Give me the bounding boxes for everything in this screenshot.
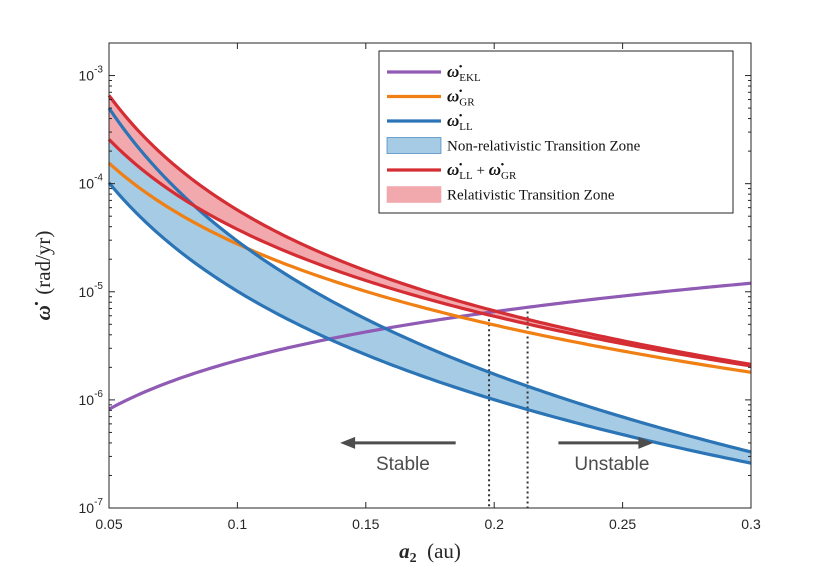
reference-lines	[488, 306, 529, 508]
legend-box	[378, 50, 734, 214]
y-tick-label-2: 10-5	[79, 281, 104, 300]
y-tick-label-1: 10-6	[79, 389, 104, 408]
legend-label-0: ω̇EKL	[447, 62, 481, 84]
y-tick-label-0: 10-7	[79, 497, 104, 516]
series-line-5	[107, 138, 752, 368]
x-axis-label: a2 (au)	[399, 539, 461, 566]
y-tick-label-3: 10-4	[79, 173, 104, 192]
plot-frame	[108, 42, 752, 509]
legend-label-1: ω̇GR	[447, 87, 475, 109]
legend-swatch-3	[386, 137, 442, 154]
x-tick-label-1: 0.1	[228, 516, 248, 532]
bands	[109, 95, 751, 464]
x-tick-label-4: 0.25	[609, 516, 636, 532]
legend-label-4: ω̇LL + ω̇GR	[447, 160, 517, 182]
y-tick-label-4: 10-3	[79, 65, 104, 84]
series-line-4	[107, 94, 752, 366]
series-line-0	[108, 281, 752, 411]
series-line-2	[107, 107, 752, 454]
arrow-head-0	[340, 436, 356, 449]
legend-label-3: Non-relativistic Transition Zone	[447, 139, 641, 155]
series-line-1	[107, 161, 752, 374]
x-tick-label-3: 0.2	[484, 516, 504, 532]
y-axis-ticks: 10-7 10-6 10-5 10-4 10-3	[79, 65, 751, 516]
x-tick-label-2: 0.15	[352, 516, 379, 532]
y-axis-label: ω̇ (rad/yr)	[31, 231, 55, 321]
legend-swatch-5	[386, 186, 442, 203]
axis-labels: a2 (au) ω̇ (rad/yr)	[31, 231, 461, 566]
arrow-head-1	[638, 436, 654, 449]
x-axis-ticks: 0.05 0.1 0.15 0.2 0.25 0.3	[95, 43, 761, 532]
legend-label-5: Relativistic Transition Zone	[447, 188, 615, 204]
annotation-label-1: Unstable	[574, 454, 649, 475]
annotation-label-0: Stable	[376, 454, 430, 475]
x-tick-label-5: 0.3	[741, 516, 761, 532]
legend-label-2: ω̇LL	[447, 111, 473, 133]
annotations: Stable Unstable	[340, 436, 654, 475]
legend: ω̇EKL ω̇GRω̇LL Non-relativistic Transition…	[378, 50, 734, 214]
band-0	[109, 108, 751, 464]
x-tick-label-0: 0.05	[95, 516, 122, 532]
